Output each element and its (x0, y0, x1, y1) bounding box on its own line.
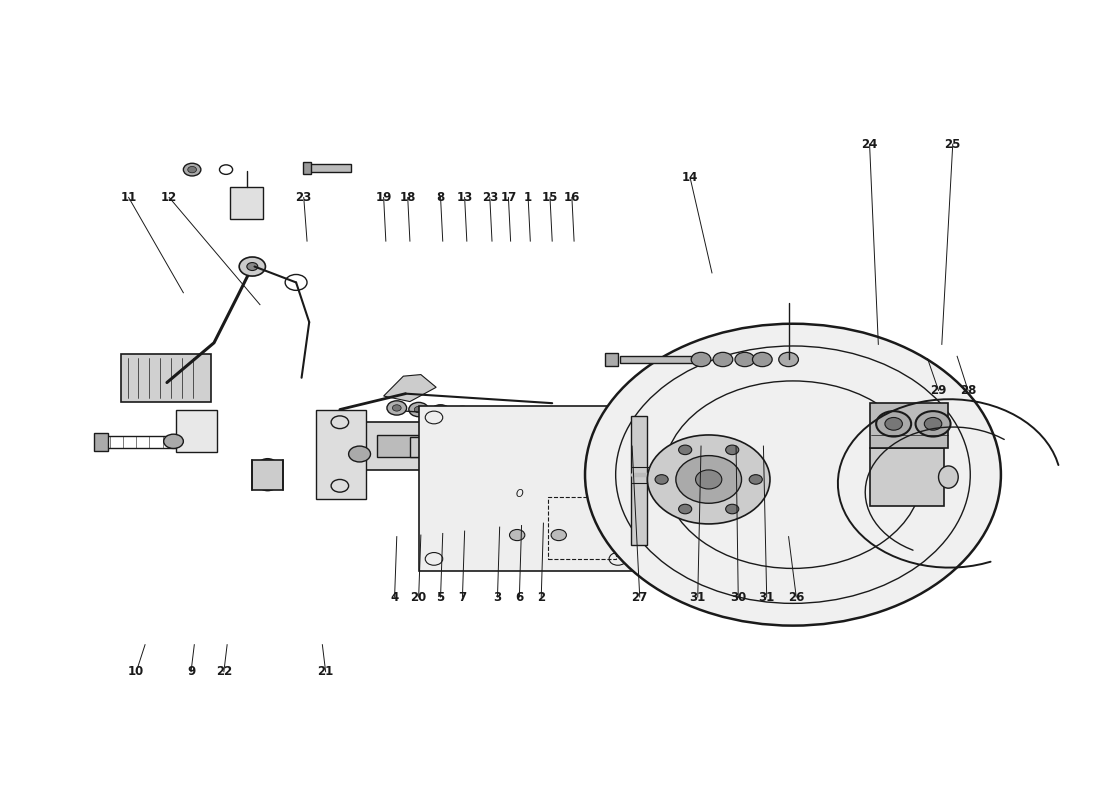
Text: 31: 31 (690, 590, 706, 603)
Text: 8: 8 (437, 191, 444, 204)
Bar (377, 435, 419, 457)
Bar (307, 164, 351, 172)
Circle shape (437, 409, 444, 415)
Text: 7: 7 (459, 590, 466, 603)
Circle shape (726, 504, 739, 514)
Bar (252, 459, 283, 490)
Bar (176, 410, 218, 452)
Circle shape (726, 445, 739, 454)
Text: 25: 25 (945, 138, 961, 150)
Circle shape (679, 504, 692, 514)
Text: O: O (516, 489, 524, 498)
Circle shape (540, 418, 549, 425)
Circle shape (779, 352, 799, 366)
Circle shape (452, 406, 472, 421)
Circle shape (735, 352, 755, 366)
Text: 29: 29 (931, 384, 947, 397)
Text: 26: 26 (788, 590, 804, 603)
Circle shape (393, 405, 402, 411)
Ellipse shape (253, 458, 282, 490)
Text: 23: 23 (296, 191, 312, 204)
Text: 30: 30 (730, 590, 747, 603)
Text: 24: 24 (861, 138, 878, 150)
Circle shape (164, 434, 184, 449)
Circle shape (695, 470, 722, 489)
Circle shape (512, 412, 531, 426)
Text: 14: 14 (682, 171, 698, 184)
Ellipse shape (938, 466, 958, 488)
Text: 19: 19 (375, 191, 392, 204)
Text: 9: 9 (187, 665, 195, 678)
Bar (548, 497, 616, 559)
Circle shape (713, 352, 733, 366)
Bar (870, 448, 944, 506)
Text: 23: 23 (482, 191, 498, 204)
Circle shape (924, 418, 942, 430)
Bar (870, 403, 948, 448)
Bar (302, 162, 311, 174)
Text: 20: 20 (410, 590, 427, 603)
Text: 3: 3 (494, 590, 502, 603)
Text: 12: 12 (161, 191, 177, 204)
Text: 5: 5 (437, 590, 444, 603)
Text: 15: 15 (542, 191, 558, 204)
Circle shape (509, 530, 525, 541)
Circle shape (409, 402, 429, 417)
Circle shape (535, 414, 554, 429)
Circle shape (585, 324, 1001, 626)
Circle shape (691, 352, 711, 366)
Text: 10: 10 (129, 665, 144, 678)
Circle shape (458, 410, 466, 417)
Circle shape (239, 257, 265, 276)
Circle shape (675, 456, 741, 503)
Text: 31: 31 (759, 590, 774, 603)
Circle shape (349, 446, 371, 462)
Circle shape (648, 435, 770, 524)
Polygon shape (384, 374, 437, 402)
Circle shape (551, 530, 566, 541)
Text: 28: 28 (960, 384, 977, 397)
Circle shape (387, 401, 407, 415)
Ellipse shape (328, 431, 352, 461)
Ellipse shape (446, 431, 470, 461)
Text: 17: 17 (500, 191, 517, 204)
Circle shape (679, 445, 692, 454)
Text: 6: 6 (515, 590, 524, 603)
Bar (230, 187, 263, 219)
Text: 16: 16 (563, 191, 580, 204)
Text: 13: 13 (456, 191, 473, 204)
Bar (329, 422, 458, 470)
Bar (605, 353, 618, 366)
Circle shape (656, 474, 668, 484)
Circle shape (517, 416, 526, 422)
Text: 22: 22 (216, 665, 232, 678)
Text: 1: 1 (524, 191, 532, 204)
Text: 2: 2 (537, 590, 546, 603)
Circle shape (915, 411, 950, 437)
Text: 18: 18 (399, 191, 416, 204)
Bar (410, 437, 435, 457)
Bar (97, 436, 176, 448)
Circle shape (246, 262, 257, 270)
Bar (620, 355, 705, 363)
Bar (94, 433, 108, 451)
Circle shape (415, 406, 424, 413)
Circle shape (749, 474, 762, 484)
Text: 11: 11 (121, 191, 136, 204)
Circle shape (495, 414, 504, 421)
Bar (419, 406, 636, 571)
Circle shape (184, 163, 201, 176)
Text: 4: 4 (390, 590, 398, 603)
Circle shape (884, 418, 902, 430)
Bar (631, 416, 648, 545)
Circle shape (188, 166, 197, 173)
Circle shape (490, 410, 509, 425)
Circle shape (876, 411, 911, 437)
Bar (316, 410, 366, 499)
Text: 27: 27 (631, 590, 648, 603)
Text: 21: 21 (318, 665, 333, 678)
Circle shape (752, 352, 772, 366)
Circle shape (431, 405, 450, 419)
Bar (121, 354, 211, 402)
